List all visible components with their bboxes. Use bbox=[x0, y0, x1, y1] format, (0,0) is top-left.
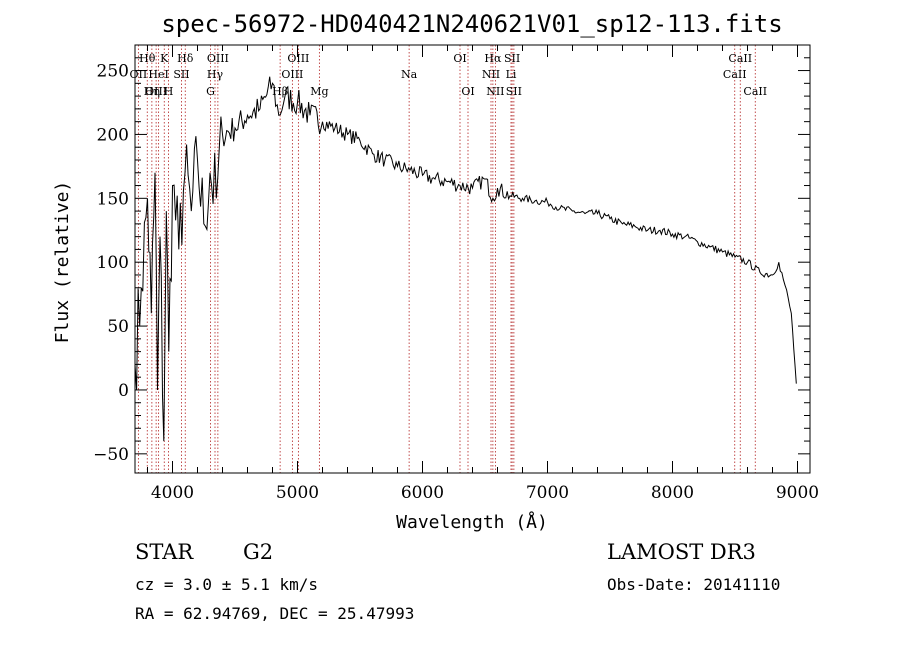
spectral-line-label: SII bbox=[506, 85, 522, 98]
y-tick-label: 100 bbox=[97, 253, 129, 273]
spectral-line-label: Hα bbox=[484, 52, 502, 65]
spectral-line-label: OIII bbox=[207, 52, 229, 65]
spectral-line-label: CaII bbox=[743, 85, 767, 98]
x-tick-label: 4000 bbox=[151, 483, 194, 503]
x-tick-label: 7000 bbox=[526, 483, 569, 503]
spectral-line-label: OI bbox=[453, 52, 466, 65]
spectral-line-label: OI bbox=[461, 85, 474, 98]
redshift-cz: cz = 3.0 ± 5.1 km/s bbox=[135, 575, 319, 594]
spectral-line-label: Li bbox=[506, 68, 517, 81]
coordinates: RA = 62.94769, DEC = 25.47993 bbox=[135, 604, 415, 623]
x-axis-label: Wavelength (Å) bbox=[396, 511, 548, 533]
spectral-line-label: Hβ bbox=[272, 85, 288, 98]
y-tick-label: 150 bbox=[97, 189, 129, 209]
spectral-line-label: OII bbox=[130, 68, 148, 81]
spectral-line-label: Na bbox=[401, 68, 418, 81]
spectrum-line bbox=[134, 76, 797, 442]
spectral-line-label: NII bbox=[482, 68, 500, 81]
spectral-line-label: OIII bbox=[145, 85, 167, 98]
spectral-line-label: CaII bbox=[728, 52, 752, 65]
spectral-line-label: CaII bbox=[723, 68, 747, 81]
spectral-line-label: SII bbox=[173, 68, 189, 81]
spectral-line-label: OIII bbox=[287, 52, 309, 65]
object-subclass: G2 bbox=[243, 540, 274, 564]
spectral-line-label: NII bbox=[486, 85, 504, 98]
x-tick-label: 6000 bbox=[401, 483, 444, 503]
spectrum-trace bbox=[134, 76, 797, 442]
spectral-line-label: Hθ bbox=[139, 52, 156, 65]
plot-frame bbox=[134, 44, 811, 474]
spectral-line-markers bbox=[137, 45, 756, 473]
spectral-line-label: OIII bbox=[281, 68, 303, 81]
spectral-line-label: Hδ bbox=[177, 52, 194, 65]
spectral-line-label: SII bbox=[504, 52, 520, 65]
spectral-line-label: H bbox=[164, 85, 174, 98]
object-class: STAR bbox=[135, 540, 194, 564]
x-tick-label: 9000 bbox=[776, 483, 819, 503]
y-tick-label: 50 bbox=[107, 317, 129, 337]
spectral-line-label: Mg bbox=[310, 85, 328, 98]
x-tick-label: 5000 bbox=[276, 483, 319, 503]
y-tick-label: 200 bbox=[97, 125, 129, 145]
spectral-line-label: Hγ bbox=[207, 68, 224, 81]
survey-name: LAMOST DR3 bbox=[607, 540, 756, 564]
spectral-line-label: HeI bbox=[148, 68, 168, 81]
obs-date: Obs-Date: 20141110 bbox=[607, 575, 781, 594]
y-tick-label: 0 bbox=[118, 381, 129, 401]
y-axis-label: Flux (relative) bbox=[52, 181, 73, 344]
chart-title: spec-56972-HD040421N240621V01_sp12-113.f… bbox=[161, 10, 782, 38]
y-tick-label: 250 bbox=[97, 62, 129, 82]
spectral-line-label: K bbox=[160, 52, 169, 65]
x-tick-label: 8000 bbox=[651, 483, 694, 503]
spectral-line-label: G bbox=[206, 85, 215, 98]
y-tick-label: −50 bbox=[93, 445, 129, 465]
spectral-line-label: Hη bbox=[144, 85, 160, 98]
axis-ticks: 4000 5000 6000 7000 8000 9000 −50 0 50 100 150 200 2… bbox=[93, 45, 819, 503]
